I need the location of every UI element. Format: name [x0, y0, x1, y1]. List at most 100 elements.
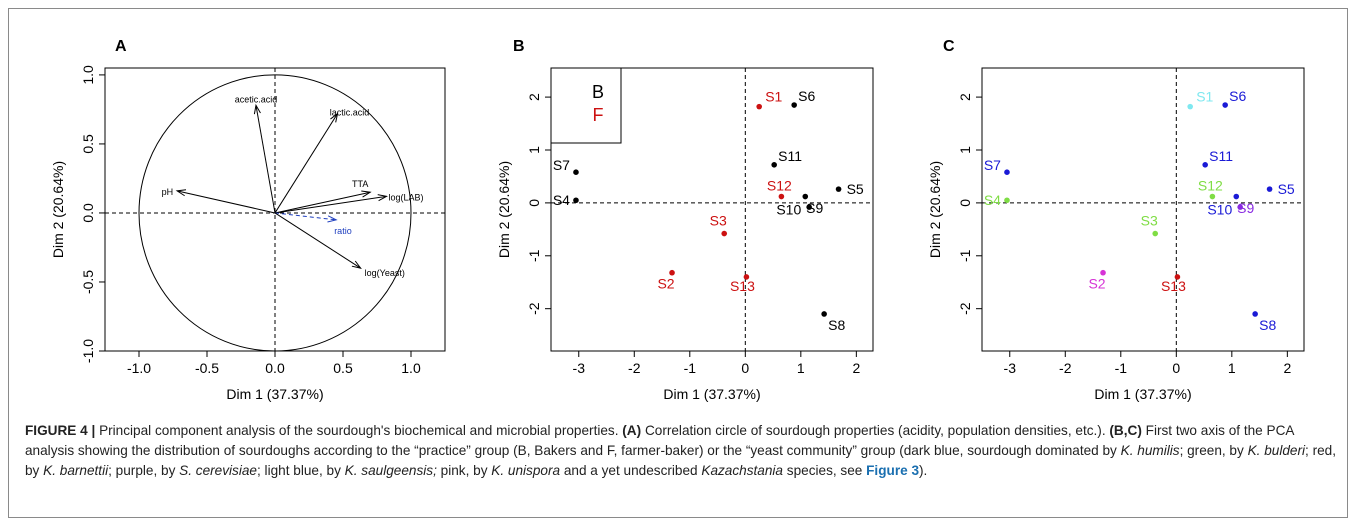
point-s1 [1187, 103, 1193, 110]
vector-label: pH [162, 187, 174, 197]
x-axis-label: Dim 1 (37.37%) [663, 386, 760, 402]
point-s3 [721, 230, 728, 237]
point-s10 [1233, 193, 1240, 200]
correlation-circle [138, 74, 412, 352]
y-axis-label: Dim 2 (20.64%) [50, 161, 66, 258]
vector-ratio [274, 212, 337, 221]
species-6: K. unispora [491, 463, 561, 478]
point-label-s13: S13 [1161, 278, 1186, 294]
point-s5 [835, 186, 842, 192]
vector-label: acetic.acid [235, 94, 278, 104]
y-tick-label: -1.0 [80, 339, 96, 363]
legend-entry: F [593, 105, 604, 125]
point-label-s2: S2 [1088, 276, 1105, 292]
point-s8 [1252, 311, 1258, 317]
caption-t4: ; light blue, by [257, 463, 341, 478]
vector-lacticacid [274, 113, 338, 214]
x-tick-label: -2 [628, 360, 641, 376]
vector-ph [176, 190, 276, 214]
x-axis-label: Dim 1 (37.37%) [226, 386, 323, 402]
species-3: K. barnettii [43, 463, 109, 478]
vector-label: TTA [352, 179, 368, 189]
point-label-s11: S11 [778, 148, 802, 164]
x-tick-label: 2 [1283, 360, 1291, 376]
figure-label: FIGURE 4 | [25, 423, 96, 438]
point-label-s11: S11 [1209, 148, 1233, 164]
caption-text-2: Correlation circle of sourdough properti… [644, 423, 1011, 438]
point-label-s9: S9 [1237, 200, 1254, 216]
species-1: K. humilis [1120, 443, 1180, 458]
x-tick-label: -3 [573, 360, 586, 376]
vector-arrowhead [330, 112, 339, 123]
y-tick-label: -0.5 [80, 270, 96, 294]
x-tick-label: 1 [1228, 360, 1236, 376]
vector-arrowhead [377, 194, 388, 202]
y-axis-label: Dim 2 (20.64%) [927, 161, 943, 258]
caption-text-3: densities, etc.). [1014, 423, 1106, 438]
vector-label: ratio [334, 226, 352, 236]
vector-aceticacid [255, 105, 276, 214]
point-s12 [778, 193, 785, 200]
x-tick-label: 0.5 [333, 360, 353, 376]
point-s1 [756, 103, 762, 110]
caption-panel-bc-ref: (B,C) [1109, 423, 1142, 438]
vector-loglab [274, 195, 387, 214]
y-tick-label: 2 [957, 93, 973, 101]
point-label-s1: S1 [1196, 89, 1213, 105]
figure-panels: A -1.0 -0.5 0.0 0.5 1.0 -1.0 -0.5 0.0 0.5 1.0 Dim 1… [50, 38, 1305, 402]
x-axis-label: Dim 1 (37.37%) [1094, 386, 1191, 402]
point-label-s5: S5 [847, 181, 864, 197]
point-label-s8: S8 [1259, 317, 1276, 333]
y-axis-label: Dim 2 (20.64%) [496, 161, 512, 258]
point-s12 [1209, 193, 1216, 200]
y-tick-label: 2 [526, 93, 542, 101]
caption-panel-a-ref: (A) [622, 423, 642, 438]
x-tick-label: -2 [1059, 360, 1072, 376]
vector-arrowhead [361, 190, 372, 198]
vector-label: lactic.acid [330, 108, 370, 118]
point-label-s9: S9 [806, 200, 823, 216]
point-s8 [821, 311, 827, 317]
point-label-s2: S2 [657, 276, 674, 292]
point-s4 [1004, 197, 1010, 204]
vector-arrowhead [175, 189, 187, 197]
caption-t1: ; green, by [1179, 443, 1244, 458]
x-tick-label: -0.5 [195, 360, 219, 376]
point-s7 [573, 169, 579, 176]
y-tick-label: 0.0 [80, 203, 96, 223]
x-tick-label: -1.0 [127, 360, 151, 376]
x-tick-label: 1 [797, 360, 805, 376]
point-s10 [802, 193, 809, 200]
species-2: K. bulderi [1247, 443, 1306, 458]
point-s6 [791, 102, 797, 108]
point-s13 [743, 274, 750, 280]
point-label-s7: S7 [553, 157, 570, 173]
point-label-s6: S6 [1229, 88, 1246, 104]
caption-t5: pink, by [436, 463, 488, 478]
figure-caption: FIGURE 4 | Principal component analysis … [25, 421, 1345, 481]
vector-logyeast [274, 212, 361, 269]
x-tick-label: 1.0 [401, 360, 421, 376]
x-tick-label: 0 [741, 360, 749, 376]
y-tick-label: 1.0 [80, 65, 96, 85]
caption-t3: ; purple, by [108, 463, 176, 478]
vector-label: log(LAB) [389, 192, 424, 202]
point-s5 [1266, 186, 1273, 192]
caption-t2: ; red, by [25, 443, 1336, 478]
panel-a: A -1.0 -0.5 0.0 0.5 1.0 -1.0 -0.5 0.0 0.5 1.0 Dim 1… [50, 38, 446, 402]
point-label-s1: S1 [765, 89, 782, 105]
point-label-s7: S7 [984, 157, 1001, 173]
point-s11 [1202, 162, 1208, 168]
x-tick-label: -3 [1004, 360, 1017, 376]
y-tick-label: -2 [957, 302, 973, 315]
point-label-s10: S10 [776, 202, 801, 218]
legend-box [550, 67, 622, 144]
vector-arrowhead [253, 103, 261, 115]
figure-3-link[interactable]: Figure 3 [866, 463, 919, 478]
plot-frame [550, 67, 874, 352]
point-s9 [806, 204, 812, 210]
caption-t6: and a yet undescribed [560, 463, 698, 478]
y-tick-label: -2 [526, 302, 542, 315]
point-label-s5: S5 [1278, 181, 1295, 197]
point-label-s8: S8 [828, 317, 845, 333]
